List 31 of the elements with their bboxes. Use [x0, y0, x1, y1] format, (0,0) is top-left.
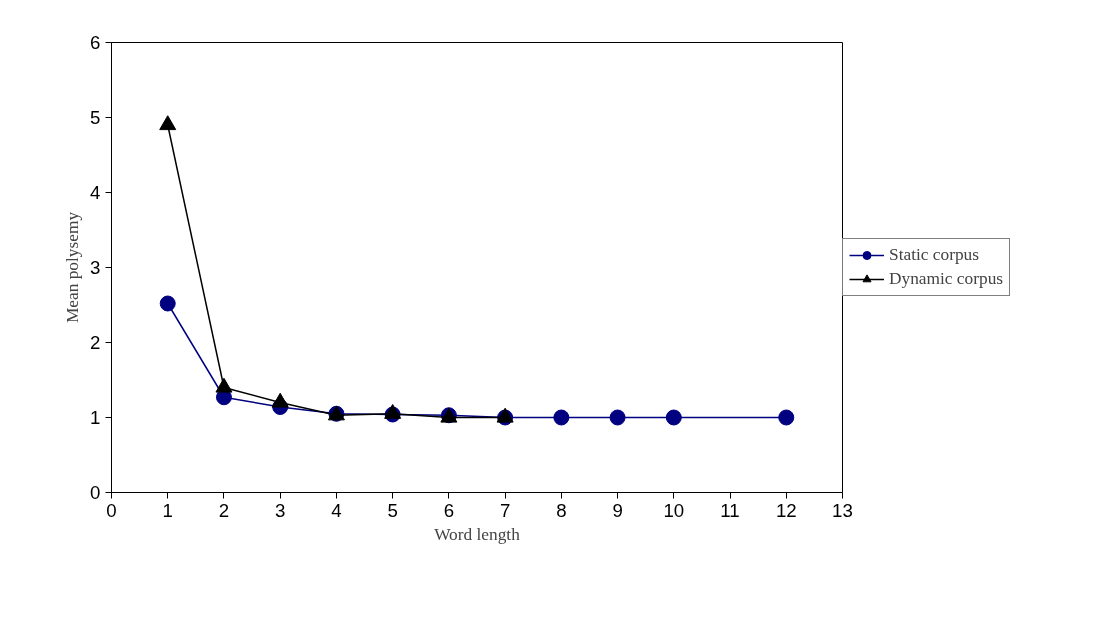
- legend-label: Static corpus: [889, 245, 979, 265]
- x-tick-label: 4: [331, 499, 342, 521]
- x-tick-label: 11: [720, 499, 740, 521]
- y-tick-label: 5: [90, 107, 101, 128]
- x-tick-label: 7: [499, 499, 511, 521]
- x-tick-label: 6: [443, 499, 455, 521]
- y-tick-label: 3: [90, 257, 101, 278]
- x-tick-label: 10: [663, 499, 685, 521]
- x-axis-title: Word length: [434, 524, 521, 544]
- x-tick-label: 5: [387, 499, 398, 521]
- y-tick-label: 0: [90, 482, 101, 503]
- point: [609, 409, 626, 426]
- point: [159, 295, 176, 312]
- x-tick-label: 9: [612, 499, 623, 521]
- x-tick-label: 0: [106, 499, 117, 521]
- point: [159, 115, 177, 131]
- y-tick-label: 2: [90, 332, 101, 353]
- y-tick-label: 6: [90, 32, 101, 53]
- legend-label: Dynamic corpus: [889, 269, 1004, 289]
- x-tick-label: 1: [162, 499, 173, 521]
- x-tick-label: 2: [218, 499, 230, 521]
- point: [553, 409, 570, 426]
- x-tick-label: 12: [775, 499, 797, 521]
- point: [778, 409, 795, 426]
- y-tick-label: 4: [90, 182, 101, 203]
- x-tick-label: 8: [556, 499, 567, 521]
- x-tick-label: 3: [275, 499, 286, 521]
- x-tick-label: 13: [832, 499, 853, 521]
- y-axis-title: Mean polysemy: [63, 211, 83, 324]
- y-tick-label: 1: [90, 407, 101, 428]
- point: [665, 409, 682, 426]
